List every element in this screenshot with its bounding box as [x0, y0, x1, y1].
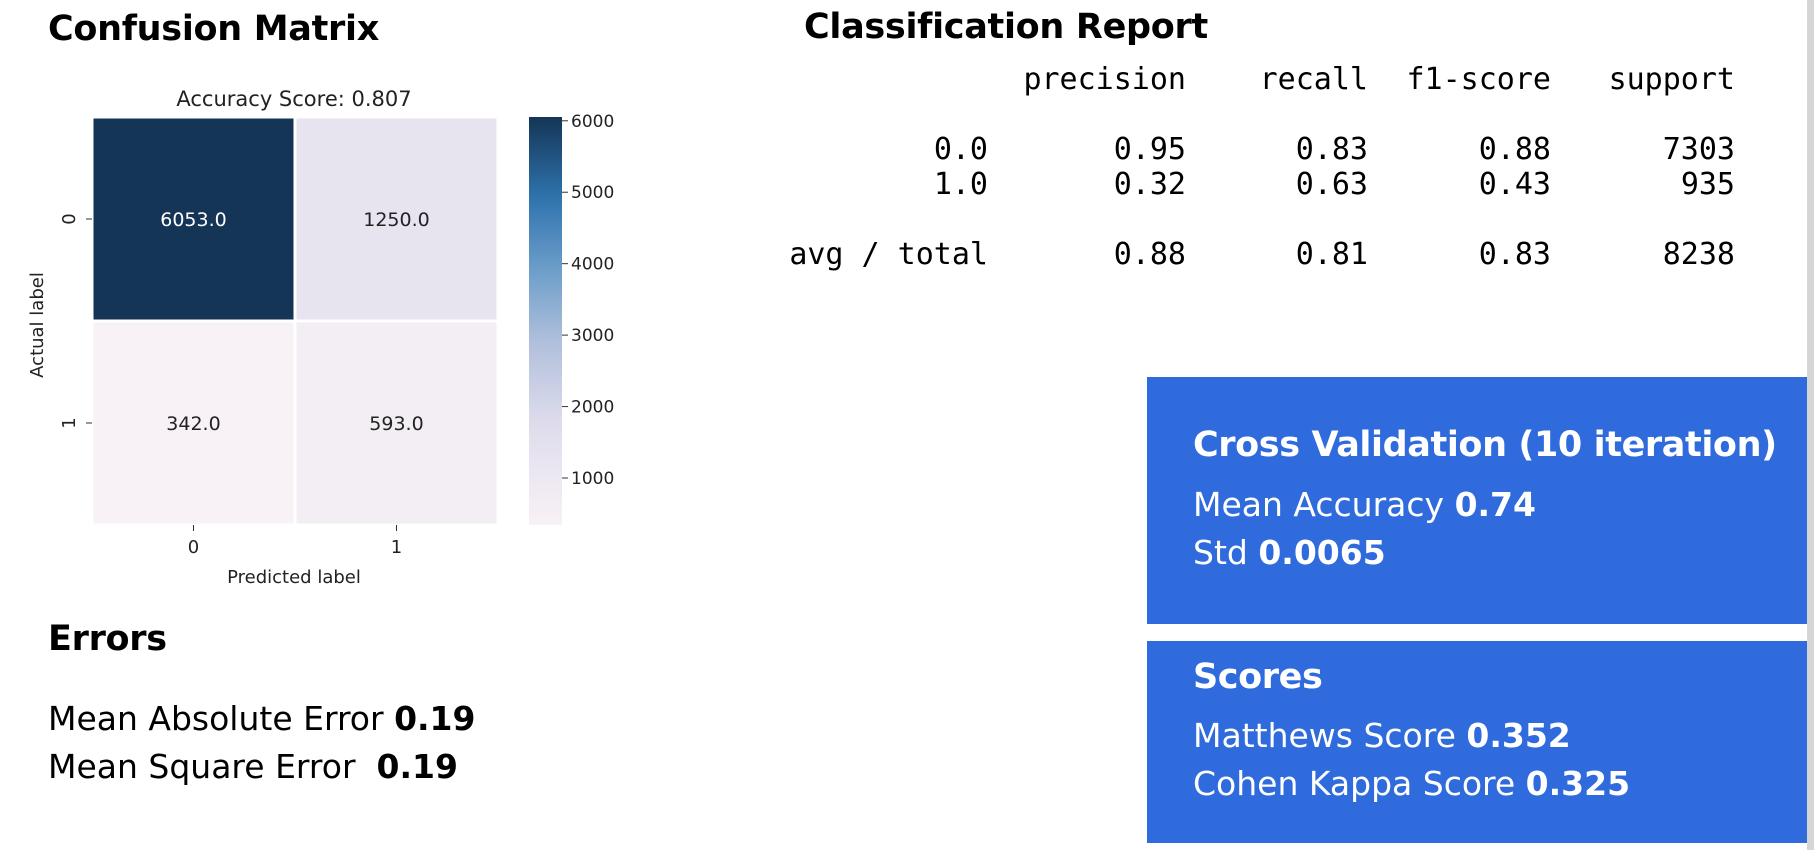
colorbar-tick-label: 1000	[571, 469, 614, 489]
mae-label: Mean Absolute Error	[48, 699, 395, 738]
cell-value-label: 1250.0	[363, 209, 429, 231]
report-cell: 0.63	[1295, 167, 1368, 202]
x-axis-label: Predicted label	[227, 567, 361, 588]
mse-label: Mean Square Error	[48, 747, 377, 786]
classification-report: precision recall f1-score support 0.0 0.95 0.…	[784, 62, 1735, 272]
matthews-label: Matthews Score	[1193, 716, 1467, 755]
report-cell: 0.43	[1478, 167, 1551, 202]
confusion-matrix-heading: Confusion Matrix	[48, 9, 379, 49]
kappa-label: Cohen Kappa Score	[1193, 764, 1526, 803]
confusion-matrix-chart: Accuracy Score: 0.807 6053.0 1250.0 342.0 5…	[27, 87, 614, 588]
report-header-support: support	[1608, 62, 1735, 97]
kappa-value: 0.325	[1525, 764, 1631, 803]
window-edge	[1807, 0, 1814, 850]
report-cell: 0.88	[1478, 132, 1551, 167]
report-cell: 0.88	[1113, 237, 1186, 272]
heatmap-cell	[90, 115, 297, 323]
colorbar	[529, 117, 562, 525]
colorbar-tick-label: 3000	[571, 326, 614, 346]
y-axis-label: Actual label	[27, 272, 48, 378]
colorbar-tick-label: 2000	[571, 398, 614, 418]
report-cell: 0.83	[1478, 237, 1551, 272]
std-value: 0.0065	[1258, 533, 1386, 572]
report-header-recall: recall	[1259, 62, 1368, 97]
report-cell: 935	[1680, 167, 1735, 202]
cohen-kappa-score: Cohen Kappa Score 0.325	[1193, 764, 1630, 803]
std: Std 0.0065	[1193, 533, 1386, 572]
report-cell: 0.32	[1113, 167, 1186, 202]
errors-heading: Errors	[48, 619, 167, 659]
matthews-value: 0.352	[1466, 716, 1571, 755]
scores-panel: Scores Matthews Score 0.352 Cohen Kappa …	[1147, 641, 1814, 843]
heatmap-cell	[293, 115, 500, 323]
cross-validation-panel: Cross Validation (10 iteration) Mean Acc…	[1147, 377, 1814, 624]
report-total-label: avg / total	[789, 237, 988, 272]
report-cell: 0.81	[1295, 237, 1368, 272]
report-row-label: 1.0	[933, 167, 988, 202]
matthews-score: Matthews Score 0.352	[1193, 716, 1571, 755]
x-tick-label: 0	[188, 537, 199, 558]
report-cell: 0.95	[1113, 132, 1186, 167]
cell-value-label: 6053.0	[160, 209, 226, 231]
y-tick-label: 0	[59, 213, 80, 224]
mean-accuracy-label: Mean Accuracy	[1193, 485, 1455, 524]
mean-accuracy: Mean Accuracy 0.74	[1193, 485, 1536, 524]
colorbar-tick-label: 5000	[571, 183, 614, 203]
scores-title: Scores	[1193, 657, 1323, 697]
report-header-precision: precision	[1023, 62, 1186, 97]
report-header-f1: f1-score	[1406, 62, 1552, 97]
report-row-label: 0.0	[933, 132, 988, 167]
report-cell: 8238	[1662, 237, 1735, 272]
chart-title: Accuracy Score: 0.807	[176, 87, 411, 111]
std-label: Std	[1193, 533, 1259, 572]
heatmap-cell	[90, 319, 297, 527]
report-cell: 7303	[1662, 132, 1735, 167]
heatmap-cell	[293, 319, 500, 527]
classification-report-heading: Classification Report	[804, 7, 1208, 47]
x-tick-label: 1	[391, 537, 402, 558]
y-tick-label: 1	[59, 417, 80, 428]
mean-accuracy-value: 0.74	[1454, 485, 1536, 524]
mse-value: 0.19	[376, 747, 458, 786]
cell-value-label: 593.0	[369, 413, 423, 435]
mean-absolute-error: Mean Absolute Error 0.19	[48, 695, 475, 743]
cross-validation-title: Cross Validation (10 iteration)	[1193, 425, 1777, 465]
errors-section: Mean Absolute Error 0.19 Mean Square Err…	[48, 695, 475, 791]
colorbar-tick-label: 4000	[571, 255, 614, 275]
colorbar-tick-label: 6000	[571, 112, 614, 132]
cell-value-label: 342.0	[166, 413, 220, 435]
report-cell: 0.83	[1295, 132, 1368, 167]
mae-value: 0.19	[394, 699, 476, 738]
mean-square-error: Mean Square Error 0.19	[48, 743, 475, 791]
